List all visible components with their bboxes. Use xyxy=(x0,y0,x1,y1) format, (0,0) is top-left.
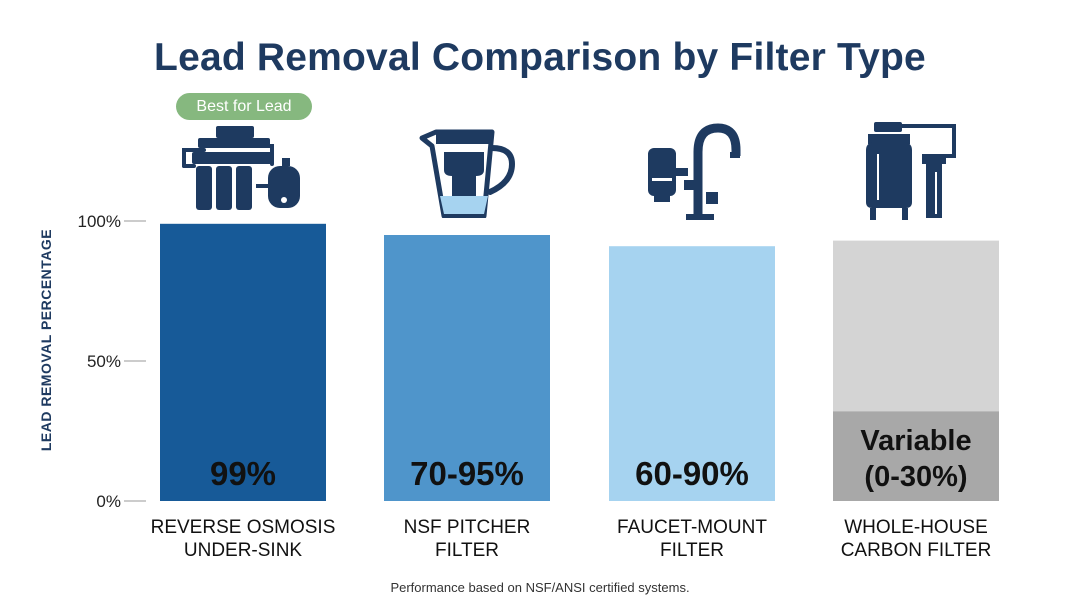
reverse-osmosis-system-icon xyxy=(182,126,300,210)
category-label: WHOLE-HOUSE xyxy=(844,517,988,538)
bar-value-label: Variable xyxy=(860,425,971,457)
bar xyxy=(609,246,775,501)
faucet-mount-filter-icon xyxy=(648,123,741,220)
category-label: NSF PITCHER xyxy=(404,517,531,538)
bar-value-label: (0-30%) xyxy=(864,461,967,493)
category-label: REVERSE OSMOSIS xyxy=(151,517,336,538)
category-label: FAUCET-MOUNT xyxy=(617,517,767,538)
footnote: Performance based on NSF/ANSI certified … xyxy=(390,580,690,595)
bar-value-label: 60-90% xyxy=(635,455,749,492)
bar-segment xyxy=(833,411,999,501)
bar xyxy=(160,223,326,502)
bar-value-label: 99% xyxy=(210,455,276,492)
bar xyxy=(384,235,550,501)
y-tick-label: 0% xyxy=(96,492,121,511)
y-tick-label: 50% xyxy=(87,352,121,371)
chart-title: Lead Removal Comparison by Filter Type xyxy=(154,36,926,79)
water-pitcher-icon xyxy=(419,129,516,218)
category-label: FILTER xyxy=(660,540,724,561)
category-label: FILTER xyxy=(435,540,499,561)
best-for-lead-badge: Best for Lead xyxy=(176,93,312,120)
bar-value-label: 70-95% xyxy=(410,455,524,492)
y-tick-label: 100% xyxy=(78,212,121,231)
category-label: UNDER-SINK xyxy=(184,540,303,561)
category-label: CARBON FILTER xyxy=(841,540,992,561)
whole-house-filter-icon xyxy=(866,122,956,220)
